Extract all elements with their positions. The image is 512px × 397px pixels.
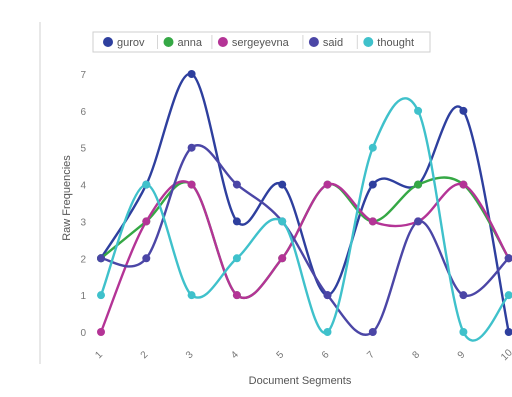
data-point-thought[interactable] xyxy=(504,291,512,300)
series-line-gurov xyxy=(99,72,510,334)
y-tick-label: 4 xyxy=(80,181,86,192)
y-tick-label: 2 xyxy=(80,254,86,265)
data-point-said[interactable] xyxy=(368,328,377,336)
data-point-said[interactable] xyxy=(323,291,332,300)
data-point-thought[interactable] xyxy=(278,217,287,226)
legend-label-gurov[interactable]: gurov xyxy=(117,37,145,49)
data-point-said[interactable] xyxy=(97,254,105,263)
data-point-gurov[interactable] xyxy=(368,180,377,189)
data-point-thought[interactable] xyxy=(97,291,105,300)
data-point-said[interactable] xyxy=(459,291,468,300)
legend-marker-thought[interactable] xyxy=(363,37,374,47)
legend-marker-anna[interactable] xyxy=(163,37,174,47)
data-point-said[interactable] xyxy=(232,180,241,189)
data-point-sergeyevna[interactable] xyxy=(278,254,287,263)
data-point-sergeyevna[interactable] xyxy=(368,217,377,226)
data-point-sergeyevna[interactable] xyxy=(142,217,151,226)
data-point-thought[interactable] xyxy=(142,180,151,189)
series-line-said xyxy=(99,144,510,336)
data-point-said[interactable] xyxy=(504,254,512,263)
y-tick-label: 3 xyxy=(80,217,86,228)
legend-label-thought[interactable]: thought xyxy=(377,37,414,49)
series-layer xyxy=(97,70,512,342)
data-point-sergeyevna[interactable] xyxy=(187,180,196,189)
legend-box xyxy=(92,31,431,53)
data-point-sergeyevna[interactable] xyxy=(459,180,468,189)
data-point-gurov[interactable] xyxy=(232,217,241,226)
x-axis-title: Document Segments xyxy=(249,375,352,387)
y-tick-label: 5 xyxy=(80,144,86,155)
y-tick-label: 6 xyxy=(80,107,86,118)
data-point-gurov[interactable] xyxy=(459,106,468,115)
data-point-sergeyevna[interactable] xyxy=(323,180,332,189)
legend-label-said[interactable]: said xyxy=(323,37,343,49)
legend-marker-gurov[interactable] xyxy=(103,37,113,47)
data-point-anna[interactable] xyxy=(414,180,423,189)
data-point-thought[interactable] xyxy=(232,254,241,263)
legend-label-sergeyevna[interactable]: sergeyevna xyxy=(232,37,290,49)
legend-label-anna[interactable]: anna xyxy=(178,37,203,49)
series-line-thought xyxy=(99,97,510,342)
data-point-thought[interactable] xyxy=(414,106,423,115)
legend-marker-sergeyevna[interactable] xyxy=(217,37,228,47)
x-tick-label: 10 xyxy=(499,347,512,363)
data-point-gurov[interactable] xyxy=(278,180,287,189)
data-point-gurov[interactable] xyxy=(187,70,196,78)
y-tick-label: 1 xyxy=(80,291,86,302)
data-point-sergeyevna[interactable] xyxy=(97,328,105,336)
data-point-said[interactable] xyxy=(187,143,196,152)
data-point-thought[interactable] xyxy=(459,328,468,336)
y-tick-label: 0 xyxy=(80,328,86,339)
data-point-said[interactable] xyxy=(142,254,151,263)
data-point-sergeyevna[interactable] xyxy=(232,291,241,300)
y-tick-label: 7 xyxy=(80,70,86,81)
y-axis-title: Raw Frequencies xyxy=(61,155,73,241)
series-thought xyxy=(97,97,512,342)
data-point-thought[interactable] xyxy=(187,291,196,300)
data-point-thought[interactable] xyxy=(323,328,332,336)
legend-marker-said[interactable] xyxy=(308,37,319,47)
data-point-gurov[interactable] xyxy=(504,328,512,336)
data-point-said[interactable] xyxy=(414,217,423,226)
data-point-thought[interactable] xyxy=(368,143,377,152)
legend: gurov anna sergeyevna said thought xyxy=(92,31,431,53)
